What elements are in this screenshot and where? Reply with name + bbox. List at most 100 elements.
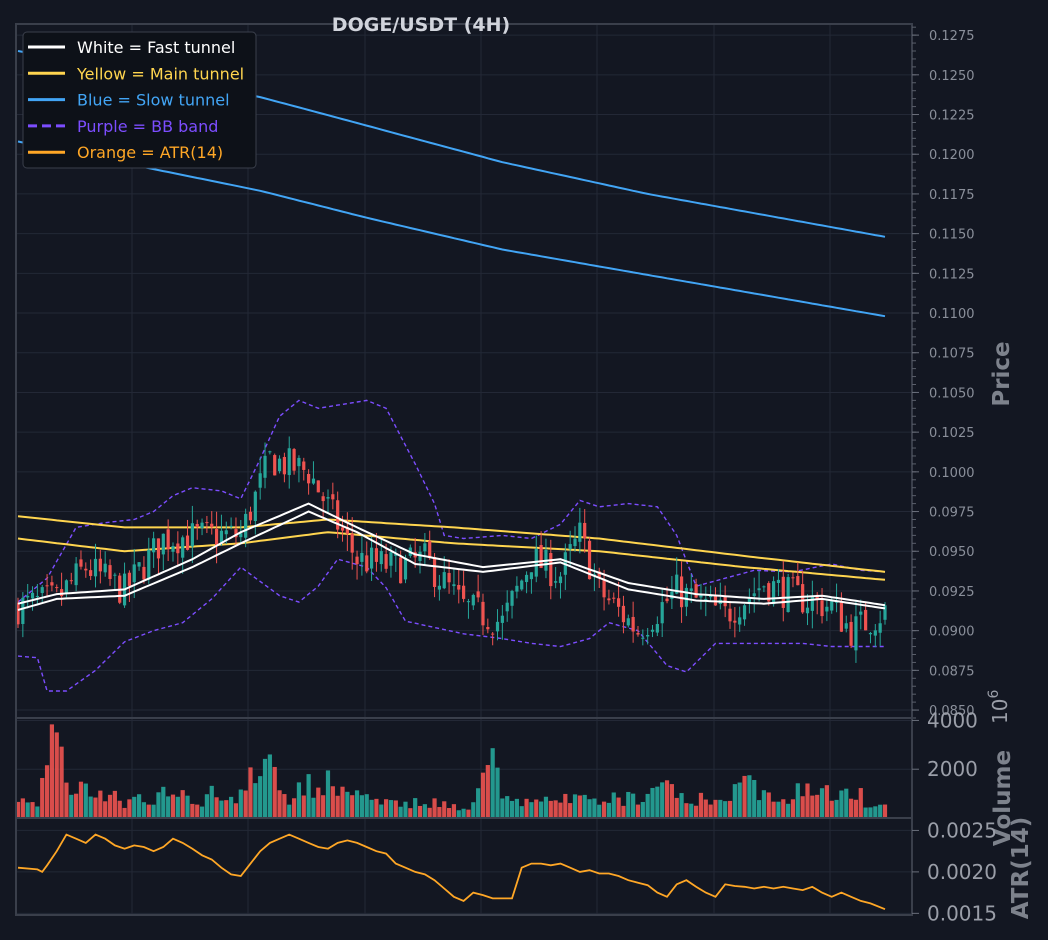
candle-body	[534, 548, 538, 577]
candle	[738, 606, 742, 632]
bb-lower-line	[17, 558, 885, 692]
candle-body	[868, 632, 873, 635]
candle	[176, 531, 180, 566]
candle	[26, 583, 30, 609]
candle	[50, 575, 54, 592]
atr-panel-frame	[15, 817, 913, 916]
volume-bar	[253, 783, 258, 818]
price-tick-label: 0.1150	[929, 228, 975, 243]
price-tick-label: 0.1000	[929, 466, 975, 481]
atr-axis-label: ATR(14)	[1008, 817, 1034, 919]
candle-body	[791, 577, 795, 579]
candle	[607, 589, 611, 605]
candle	[617, 581, 621, 617]
candle-body	[176, 543, 180, 554]
volume-bar	[461, 808, 466, 818]
candle-body	[79, 559, 83, 567]
volume-bar	[156, 792, 161, 818]
volume-bar	[209, 785, 214, 818]
volume-bar	[795, 783, 800, 818]
candle	[854, 600, 858, 663]
candle	[481, 593, 485, 636]
volume-bar	[664, 780, 670, 818]
volume-bar	[427, 807, 432, 818]
volume-bar	[311, 797, 316, 818]
volume-bar	[15, 801, 21, 818]
volume-bar	[611, 792, 616, 818]
candle-body	[554, 581, 558, 583]
candle-body	[45, 585, 49, 587]
volume-multiplier-base: 10	[988, 699, 1012, 724]
candle	[883, 602, 887, 625]
volume-bar	[529, 802, 534, 818]
candle-body	[854, 616, 858, 651]
candle	[529, 572, 534, 594]
candle-body	[549, 553, 553, 587]
volume-bar	[350, 795, 355, 818]
candle	[568, 530, 572, 567]
price-tick-label: 0.1225	[929, 109, 975, 124]
volume-bar	[752, 779, 757, 818]
candle-body	[147, 549, 151, 580]
fast-tunnel-upper	[17, 502, 886, 607]
price-axis: 0.0850 0.0875 0.0900 0.0925 0.0950 0.0975 0.10…	[912, 26, 975, 719]
candle	[113, 572, 117, 590]
candle	[258, 457, 262, 500]
volume-bar	[839, 790, 844, 818]
volume-bar	[660, 782, 665, 818]
candle	[152, 531, 156, 568]
candle-body	[59, 589, 64, 597]
candle	[462, 570, 466, 603]
candle	[578, 507, 582, 554]
volume-bar	[786, 803, 791, 818]
candle-body	[578, 522, 582, 542]
candle-body	[621, 605, 626, 623]
candle-body	[108, 565, 112, 579]
volume-bar	[805, 783, 810, 818]
volume-bar	[766, 792, 771, 818]
volume-bar	[698, 792, 704, 818]
volume-bar	[480, 772, 486, 818]
price-tick-label: 0.0950	[929, 545, 975, 560]
volume-bar	[655, 786, 660, 818]
volume-bar	[451, 804, 457, 818]
volume-bar	[873, 806, 878, 818]
candle	[282, 452, 286, 483]
candle-body	[500, 615, 504, 623]
candle-body	[26, 595, 30, 598]
candle-body	[273, 455, 277, 476]
candle-body	[447, 572, 451, 583]
candle-body	[287, 448, 291, 476]
volume-bar	[582, 794, 587, 818]
volume-bar	[601, 801, 607, 818]
volume-bar	[44, 765, 50, 818]
price-tick-label: 0.0850	[929, 704, 975, 719]
price-tick-label: 0.1025	[929, 426, 975, 441]
volume-bar	[800, 796, 805, 818]
candle-body	[728, 608, 732, 622]
candle	[844, 615, 848, 633]
candle	[709, 585, 713, 601]
candle-body	[675, 574, 679, 594]
candle-body	[839, 601, 844, 632]
candle	[646, 627, 650, 645]
candle	[321, 492, 325, 518]
candle-body	[340, 527, 345, 531]
volume-multiplier-exponent: 6	[986, 690, 1002, 699]
chart-title: DOGE/USDT (4H)	[332, 14, 510, 36]
candle-body	[641, 637, 645, 639]
volume-bar	[669, 784, 674, 818]
volume-bar	[863, 807, 868, 818]
candle	[287, 436, 291, 489]
candle-body	[248, 511, 253, 521]
candle	[365, 541, 369, 574]
volume-bar	[790, 799, 796, 818]
candle	[273, 453, 277, 476]
candle-body	[142, 566, 146, 580]
legend-label: Blue = Slow tunnel	[77, 91, 230, 110]
candle	[781, 560, 785, 622]
volume-bar	[141, 802, 147, 818]
candle-body	[234, 529, 238, 538]
volume-bar	[214, 797, 219, 818]
candle-body	[326, 497, 330, 499]
